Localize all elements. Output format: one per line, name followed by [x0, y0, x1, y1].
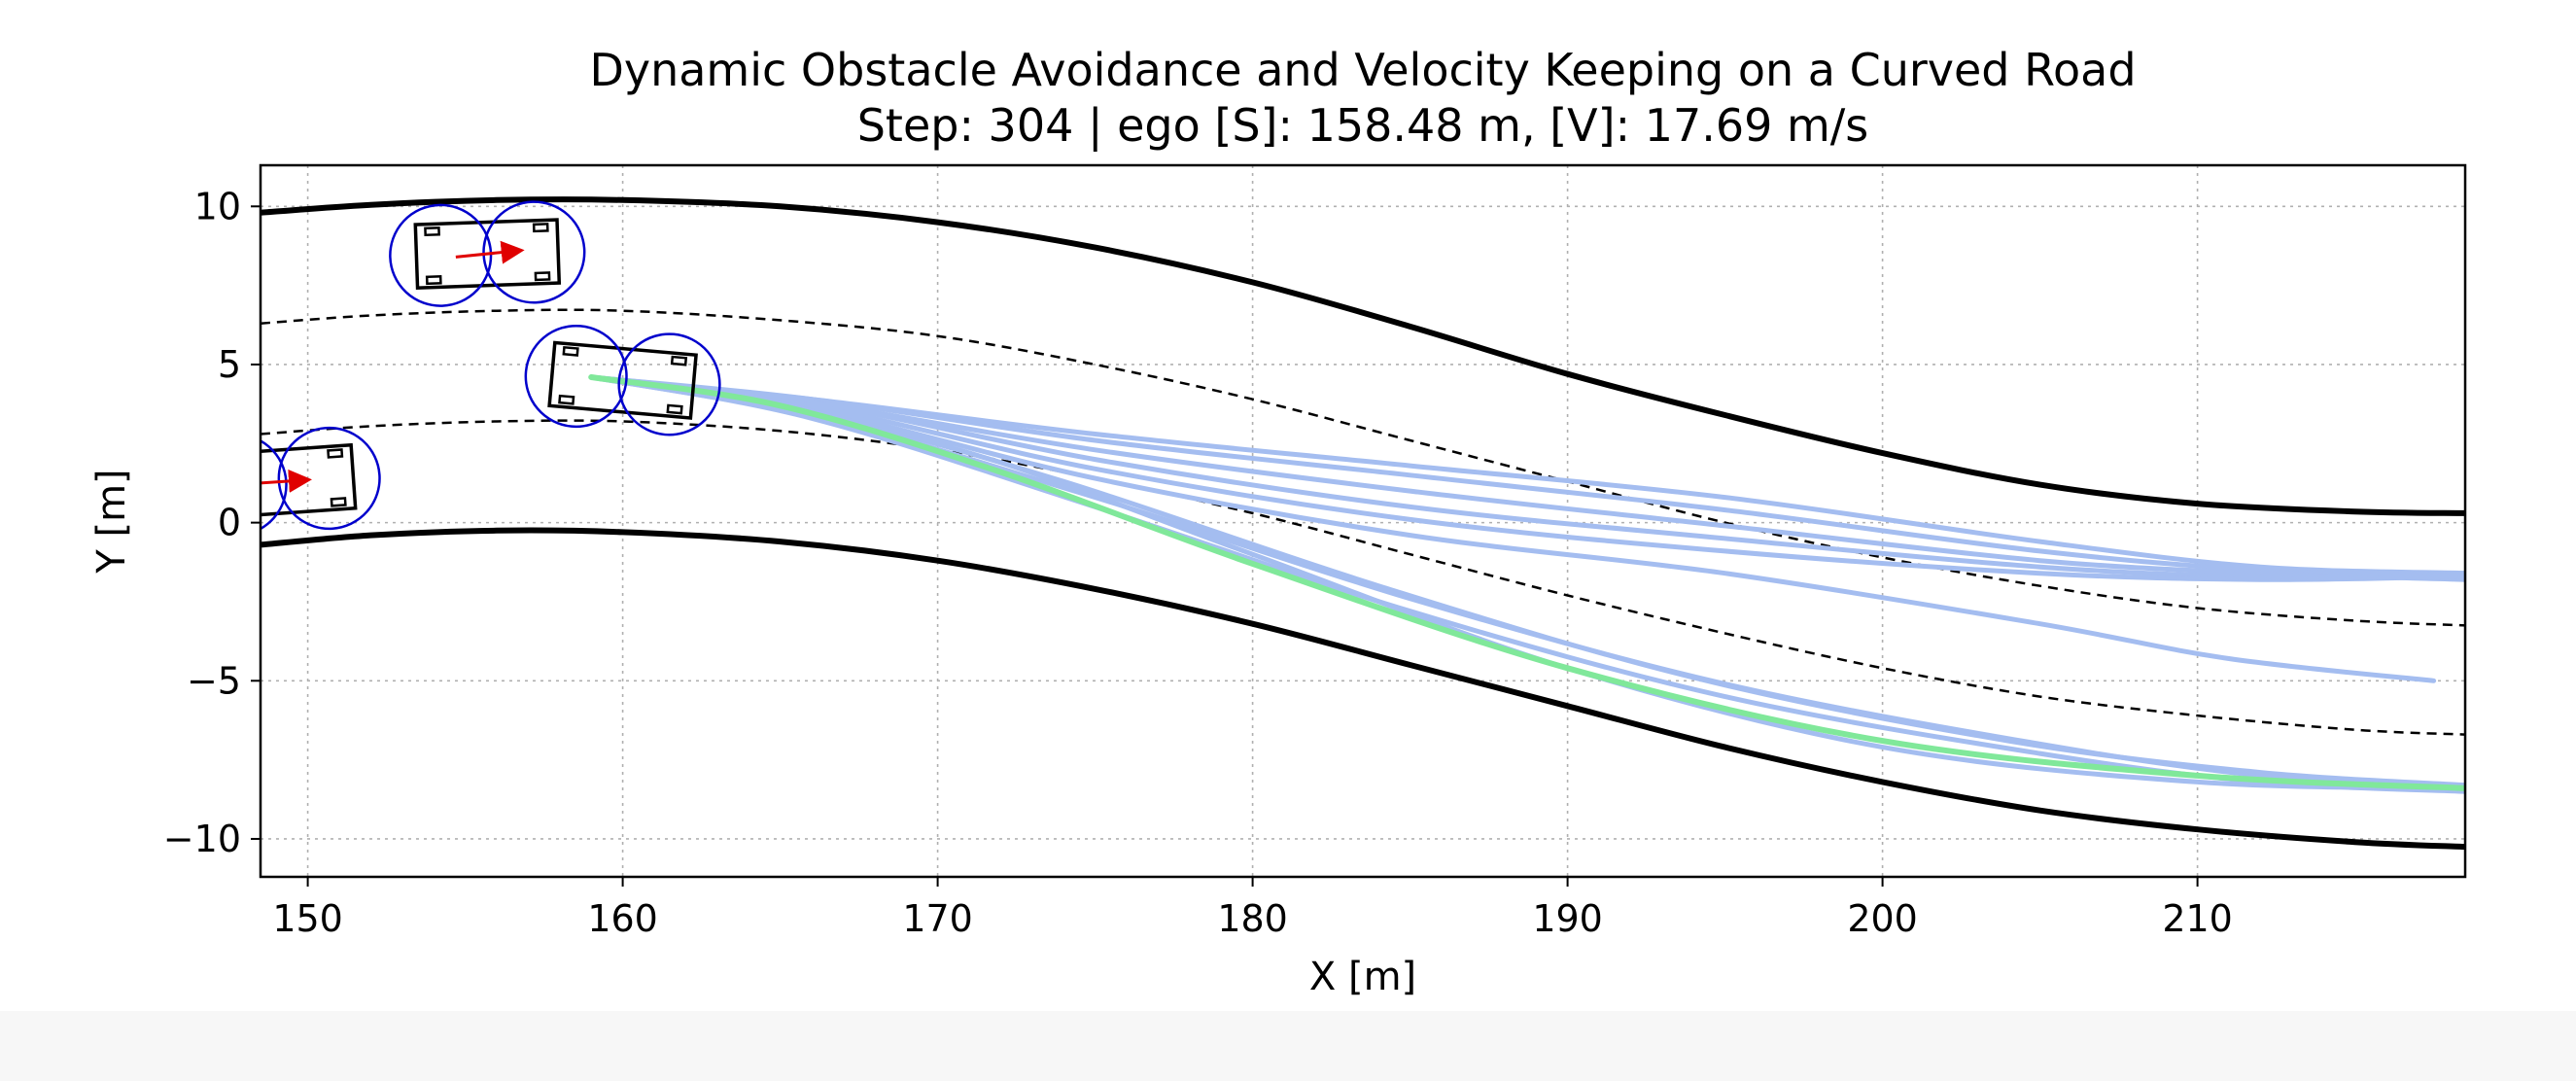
selected-trajectory — [588, 374, 2465, 791]
candidate-8 — [588, 374, 2465, 794]
x-tick-label: 190 — [1532, 897, 1603, 940]
x-tick-label: 150 — [272, 897, 343, 940]
vehicle-wheel — [532, 223, 549, 233]
vehicle-wheel — [562, 345, 579, 357]
plot-area — [220, 196, 2465, 851]
y-tick-label: −10 — [163, 818, 241, 860]
vehicle-wheel — [558, 394, 575, 405]
x-tick-label: 180 — [1217, 897, 1288, 940]
x-tick-label: 170 — [902, 897, 973, 940]
ego-vehicle — [524, 324, 721, 436]
vehicle-body — [413, 218, 562, 290]
candidate-5 — [588, 374, 2465, 582]
chart-title: Dynamic Obstacle Avoidance and Velocity … — [589, 44, 2136, 96]
candidate-6 — [588, 374, 2437, 683]
velocity-arrow — [261, 469, 312, 493]
collision-circle — [277, 426, 381, 531]
vehicle-body — [261, 442, 358, 520]
x-tick-label: 210 — [2162, 897, 2233, 940]
vehicle-wheel — [327, 448, 344, 459]
vehicle-wheel — [534, 271, 551, 282]
lane-divider-lower — [261, 419, 2465, 736]
lane-divider-upper — [261, 308, 2465, 627]
candidate-4 — [588, 374, 2465, 579]
chart-subtitle: Step: 304 | ego [S]: 158.48 m, [V]: 17.6… — [857, 99, 1869, 153]
y-tick-label: 0 — [218, 502, 241, 544]
x-axis-label: X [m] — [1309, 955, 1416, 999]
chart-figure: Dynamic Obstacle Avoidance and Velocity … — [89, 44, 2467, 999]
candidate-2 — [588, 374, 2465, 579]
candidate-7 — [588, 374, 2465, 791]
vehicle-wheel — [666, 403, 683, 415]
road-upper-boundary — [261, 196, 2465, 516]
y-axis: 10 5 0 −5 −10 — [163, 185, 261, 860]
vehicle-wheel — [424, 226, 440, 237]
velocity-arrow — [455, 240, 525, 264]
collision-circle — [617, 332, 721, 436]
y-axis-label: Y [m] — [89, 469, 134, 574]
candidate-10 — [588, 374, 2465, 788]
collision-circle — [524, 324, 628, 429]
plot-frame — [259, 163, 2467, 879]
candidate-9 — [588, 374, 2465, 791]
vehicle-wheel — [220, 457, 233, 465]
y-tick-label: 10 — [194, 185, 241, 227]
y-tick-label: 5 — [218, 343, 241, 386]
x-axis: 150 160 170 180 190 200 210 — [272, 877, 2233, 940]
x-tick-label: 160 — [587, 897, 658, 940]
x-tick-label: 200 — [1847, 897, 1918, 940]
obstacle-vehicle-upper — [389, 200, 586, 307]
road-lower-boundary — [261, 527, 2465, 851]
vehicle-wheel — [670, 355, 688, 366]
vehicle-wheel — [330, 497, 347, 507]
obstacle-vehicle-lower — [220, 426, 381, 537]
y-tick-label: −5 — [187, 659, 241, 702]
vehicle-wheel — [425, 275, 442, 286]
vehicle-body — [547, 340, 698, 420]
window-bottom-strip — [0, 1011, 2576, 1081]
